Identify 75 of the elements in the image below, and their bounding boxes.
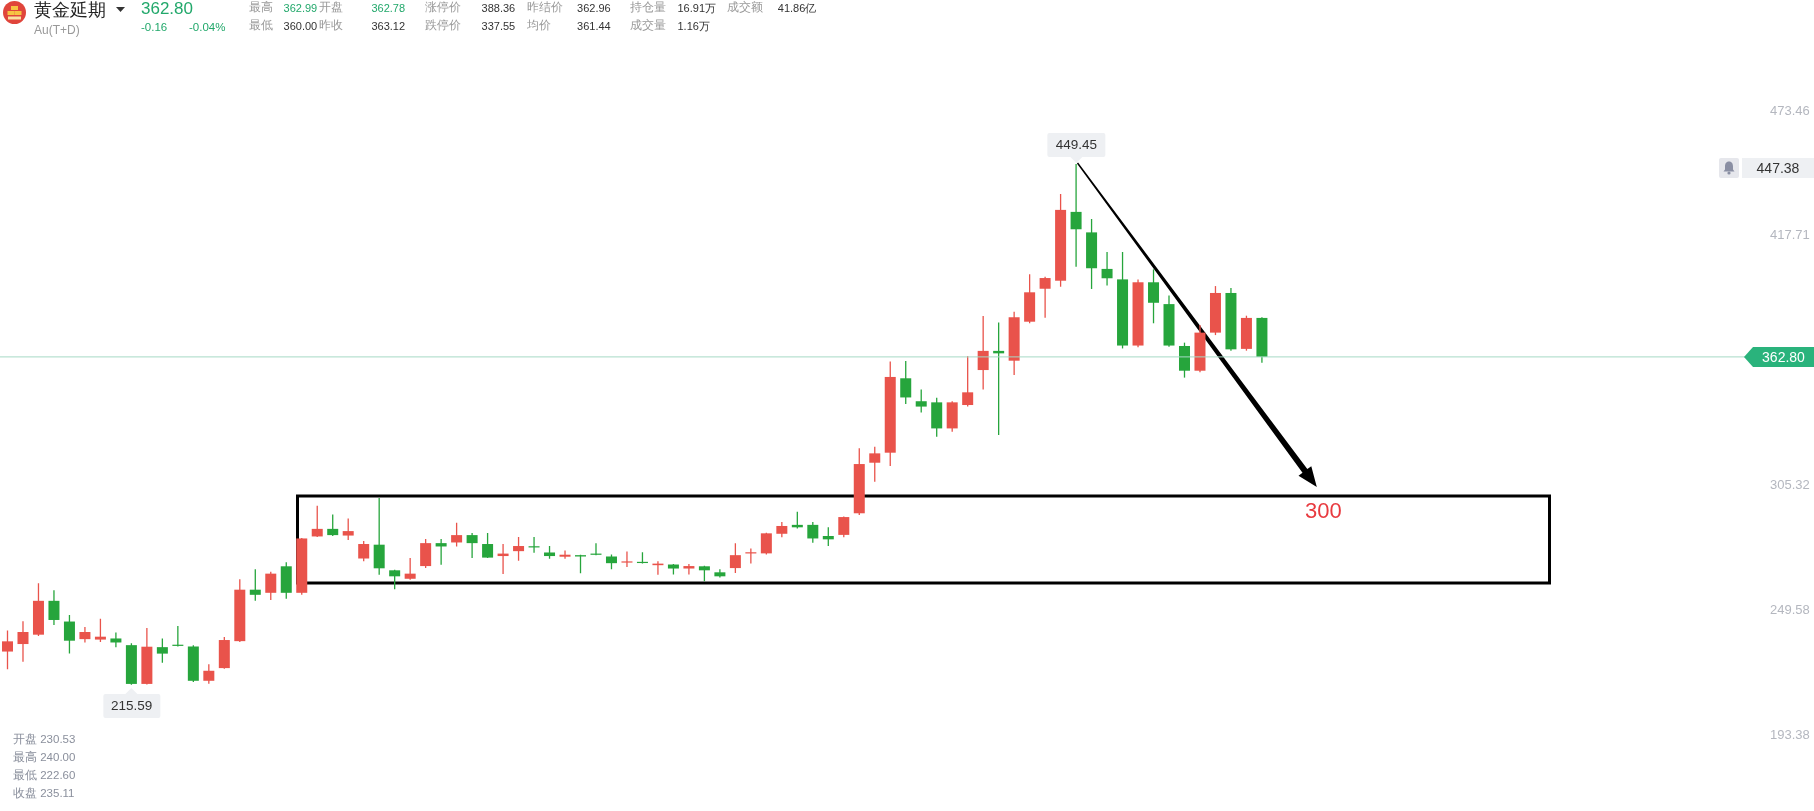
candlestick: [683, 563, 695, 576]
candlestick: [94, 618, 106, 643]
annotation: 449.45: [1055, 136, 1097, 152]
text: -0.04%: [189, 20, 226, 33]
candlestick: [900, 360, 912, 405]
text: 361.44: [577, 19, 611, 32]
candlestick: [265, 570, 277, 601]
candlestick: [17, 620, 29, 663]
candlestick: [1101, 251, 1113, 287]
candlestick: [110, 631, 122, 648]
candlestick: [1148, 268, 1160, 324]
candlestick: [327, 513, 339, 537]
candlestick: [373, 497, 385, 576]
text: 447.38: [1756, 160, 1800, 176]
candlestick: [156, 637, 168, 664]
candlestick: [962, 355, 974, 408]
text: 最高 240.00: [13, 750, 76, 763]
annotation: 300: [1305, 498, 1342, 523]
y-tick-label: 473.46: [1770, 102, 1810, 118]
text: 337.55: [481, 19, 516, 32]
candlestick: [915, 388, 927, 414]
candlestick: [404, 557, 416, 581]
text: 362.80: [141, 0, 193, 18]
text: 跌停价: [425, 18, 462, 33]
candlestick: [358, 540, 370, 562]
candlestick: [249, 568, 261, 602]
y-tick-label: 417.71: [1770, 227, 1810, 243]
candlestick: [466, 532, 478, 559]
candlestick: [48, 589, 60, 626]
candlestick: [1039, 276, 1051, 319]
candlestick: [1070, 163, 1082, 268]
text: 昨收: [319, 18, 344, 33]
candlestick: [203, 663, 215, 685]
candlestick: [807, 521, 819, 544]
text: 均价: [526, 18, 551, 33]
text: 开盘: [319, 0, 344, 15]
text: 最低: [248, 18, 273, 33]
text: 362.78: [371, 1, 406, 14]
y-tick-label: 193.38: [1770, 726, 1810, 742]
ref-line-label: 362.80: [1762, 348, 1806, 365]
annotation: 215.59: [110, 697, 153, 713]
chart-subtitle: Au(T+D): [34, 23, 80, 37]
text: 388.36: [481, 1, 516, 14]
candlestick: [482, 532, 494, 559]
candlestick: [729, 542, 741, 574]
text: 363.12: [371, 19, 406, 32]
candlestick: [63, 614, 75, 655]
annotation: 开盘 230.53: [13, 733, 76, 746]
y-tick-label: 249.58: [1770, 601, 1810, 617]
candlestick: [869, 446, 881, 483]
chart-title: 黄金延期: [34, 0, 106, 20]
text: -0.16: [141, 20, 168, 33]
candlestick: [513, 536, 525, 562]
text: 成交量: [629, 18, 666, 33]
text: 16.91万: [677, 1, 717, 14]
text: 41.86亿: [777, 1, 817, 14]
candlestick: [420, 538, 432, 569]
candlestick: [342, 517, 354, 541]
candlestick: [559, 549, 571, 560]
candlestick: [311, 505, 323, 538]
text: 1.16万: [677, 19, 710, 32]
text: 昨结价: [526, 0, 563, 15]
candlestick: [2, 629, 13, 670]
text: 最低 222.60: [13, 768, 76, 781]
candlestick: [621, 550, 633, 568]
text: 362.96: [577, 1, 611, 14]
text: 成交额: [726, 0, 763, 15]
text: 最高: [248, 0, 273, 15]
text: 360.00: [283, 19, 318, 32]
candlestick: [451, 522, 463, 548]
y-tick-label: 305.32: [1770, 477, 1810, 493]
text: 362.99: [283, 1, 318, 14]
text: 持仓量: [629, 0, 666, 15]
text: 收盘 235.11: [13, 786, 75, 799]
text: 涨停价: [425, 0, 462, 15]
